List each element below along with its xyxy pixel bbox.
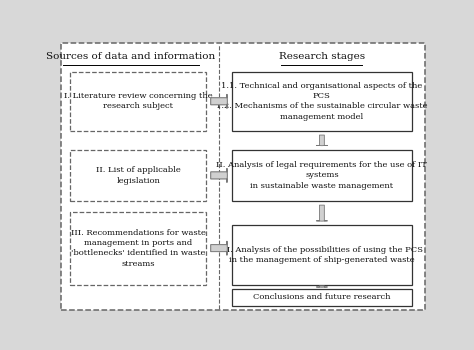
Bar	[232, 150, 412, 201]
Bar	[232, 289, 412, 306]
Bar	[232, 225, 412, 285]
Text: Sources of data and information: Sources of data and information	[46, 52, 216, 61]
Text: I. Literature review concerning the
research subject: I. Literature review concerning the rese…	[64, 92, 212, 111]
Bar	[70, 150, 206, 201]
Text: II. Analysis of legal requirements for the use of IT
systems
in sustainable wast: II. Analysis of legal requirements for t…	[217, 161, 428, 190]
Bar	[70, 72, 206, 131]
Text: III. Analysis of the possibilities of using the PCS
in the management of ship-ge: III. Analysis of the possibilities of us…	[220, 246, 423, 264]
Text: Conclusions and future research: Conclusions and future research	[253, 293, 391, 301]
Bar	[70, 212, 206, 285]
Text: Research stages: Research stages	[279, 52, 365, 61]
Text: III. Recommendations for waste
management in ports and
'bottlenecks' identified : III. Recommendations for waste managemen…	[71, 229, 206, 268]
Text: 1.1. Technical and organisational aspects of the
PCS
1.2. Mechanisms of the sust: 1.1. Technical and organisational aspect…	[216, 82, 428, 121]
Bar	[232, 72, 412, 131]
Text: II. List of applicable
legislation: II. List of applicable legislation	[96, 166, 181, 184]
